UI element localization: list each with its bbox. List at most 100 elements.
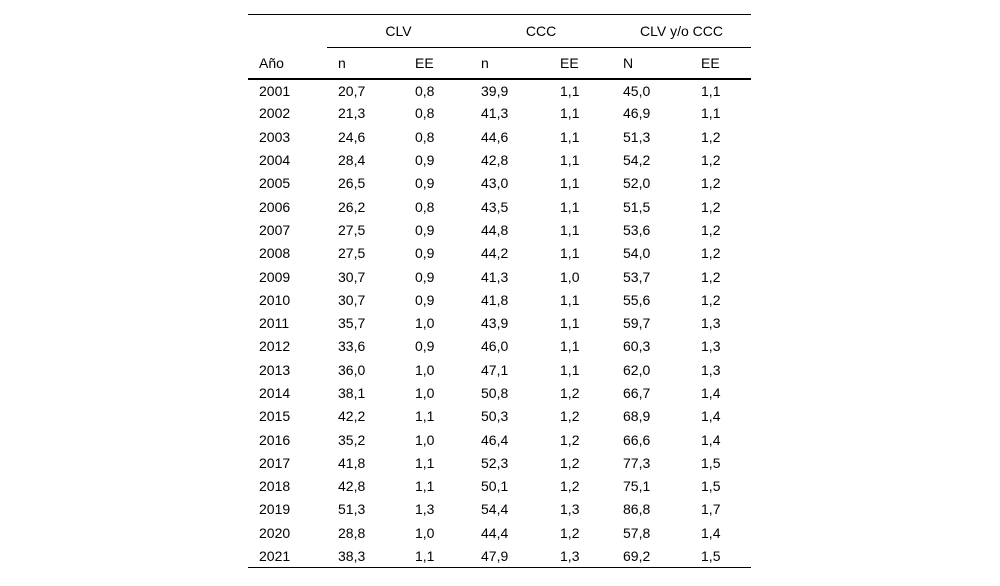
table-row: 2019 51,3 1,3 54,4 1,3 86,8 1,7 — [248, 498, 751, 521]
year-cell: 2021 — [259, 547, 291, 564]
value-cell: 0,9 — [415, 338, 435, 355]
value-cell: 41,8 — [481, 291, 509, 308]
value-cell: 57,8 — [623, 524, 651, 541]
value-cell: 75,1 — [623, 478, 651, 495]
value-cell: 21,3 — [338, 105, 366, 122]
value-cell: 86,8 — [623, 501, 651, 518]
year-cell: 2002 — [259, 105, 291, 122]
value-cell: 1,0 — [415, 524, 435, 541]
value-cell: 1,3 — [415, 501, 435, 518]
value-cell: 50,1 — [481, 478, 509, 495]
year-cell: 2016 — [259, 431, 291, 448]
value-cell: 1,1 — [415, 547, 435, 564]
value-cell: 59,7 — [623, 315, 651, 332]
year-cell: 2003 — [259, 128, 291, 145]
year-cell: 2013 — [259, 361, 291, 378]
value-cell: 1,2 — [701, 221, 721, 238]
year-cell: 2014 — [259, 385, 291, 401]
value-cell: 62,0 — [623, 361, 651, 378]
value-cell: 24,6 — [338, 128, 366, 145]
table-row: 2010 30,7 0,9 41,8 1,1 55,6 1,2 — [248, 288, 751, 311]
group-header-clv-yo-ccc: CLV y/o CCC — [612, 14, 752, 48]
value-cell: 1,3 — [701, 315, 721, 332]
value-cell: 1,0 — [415, 315, 435, 332]
value-cell: 41,3 — [481, 268, 509, 285]
value-cell: 1,3 — [701, 361, 721, 378]
year-cell: 2017 — [259, 454, 291, 471]
value-cell: 1,7 — [701, 501, 721, 518]
value-cell: 1,4 — [701, 524, 721, 541]
value-cell: 51,3 — [623, 128, 651, 145]
value-cell: 1,2 — [701, 291, 721, 308]
column-header-row: Año n EE n EE N EE — [248, 47, 752, 80]
year-cell: 2015 — [259, 408, 291, 425]
column-header-anio: Año — [248, 47, 327, 80]
value-cell: 1,1 — [701, 105, 721, 122]
value-cell: 52,3 — [481, 454, 509, 471]
value-cell: 1,2 — [560, 385, 580, 401]
value-cell: 68,9 — [623, 408, 651, 425]
value-cell: 50,8 — [481, 385, 509, 401]
value-cell: 38,3 — [338, 547, 366, 564]
value-cell: 1,1 — [560, 338, 580, 355]
value-cell: 1,4 — [701, 408, 721, 425]
value-cell: 1,2 — [701, 128, 721, 145]
group-header-empty-cell — [248, 15, 327, 48]
column-header-ccc-n: n — [470, 47, 550, 80]
value-cell: 35,7 — [338, 315, 366, 332]
table-row: 2017 41,8 1,1 52,3 1,2 77,3 1,5 — [248, 451, 751, 474]
value-cell: 47,9 — [481, 547, 509, 564]
value-cell: 1,1 — [560, 152, 580, 169]
table-row: 2001 20,7 0,8 39,9 1,1 45,0 1,1 — [248, 79, 751, 102]
value-cell: 20,7 — [338, 82, 366, 99]
value-cell: 0,9 — [415, 221, 435, 238]
value-cell: 42,2 — [338, 408, 366, 425]
value-cell: 1,2 — [701, 268, 721, 285]
value-cell: 1,3 — [560, 547, 580, 564]
value-cell: 26,2 — [338, 198, 366, 215]
value-cell: 0,9 — [415, 268, 435, 285]
value-cell: 66,7 — [623, 385, 651, 401]
value-cell: 45,0 — [623, 82, 651, 99]
value-cell: 1,0 — [560, 268, 580, 285]
value-cell: 41,8 — [338, 454, 366, 471]
table-row: 2021 38,3 1,1 47,9 1,3 69,2 1,5 — [248, 544, 751, 567]
table-row: 2020 28,8 1,0 44,4 1,2 57,8 1,4 — [248, 521, 751, 544]
group-header-ccc: CCC — [470, 14, 613, 48]
year-cell: 2008 — [259, 245, 291, 262]
value-cell: 1,5 — [701, 454, 721, 471]
table-row: 2015 42,2 1,1 50,3 1,2 68,9 1,4 — [248, 405, 751, 428]
year-cell: 2009 — [259, 268, 291, 285]
column-header-total-n: N — [612, 47, 691, 80]
value-cell: 1,4 — [701, 431, 721, 448]
value-cell: 66,6 — [623, 431, 651, 448]
value-cell: 1,1 — [415, 454, 435, 471]
value-cell: 43,5 — [481, 198, 509, 215]
value-cell: 36,0 — [338, 361, 366, 378]
table-row: 2011 35,7 1,0 43,9 1,1 59,7 1,3 — [248, 311, 751, 334]
value-cell: 51,5 — [623, 198, 651, 215]
value-cell: 1,2 — [701, 245, 721, 262]
value-cell: 30,7 — [338, 268, 366, 285]
column-header-clv-ee: EE — [404, 47, 471, 80]
value-cell: 1,1 — [560, 315, 580, 332]
year-cell: 2011 — [259, 315, 290, 332]
table-row: 2005 26,5 0,9 43,0 1,1 52,0 1,2 — [248, 172, 751, 195]
table-row: 2002 21,3 0,8 41,3 1,1 46,9 1,1 — [248, 102, 751, 125]
value-cell: 0,9 — [415, 175, 435, 192]
value-cell: 1,5 — [701, 478, 721, 495]
group-header-row: CLV CCC CLV y/o CCC — [248, 14, 752, 48]
value-cell: 53,6 — [623, 221, 651, 238]
value-cell: 1,2 — [560, 431, 580, 448]
value-cell: 1,1 — [415, 408, 435, 425]
value-cell: 1,1 — [560, 245, 580, 262]
value-cell: 1,1 — [560, 221, 580, 238]
value-cell: 43,0 — [481, 175, 509, 192]
value-cell: 52,0 — [623, 175, 651, 192]
value-cell: 0,8 — [415, 82, 435, 99]
column-header-ccc-ee: EE — [549, 47, 613, 80]
value-cell: 1,5 — [701, 547, 721, 564]
value-cell: 28,8 — [338, 524, 366, 541]
value-cell: 53,7 — [623, 268, 651, 285]
value-cell: 44,6 — [481, 128, 509, 145]
